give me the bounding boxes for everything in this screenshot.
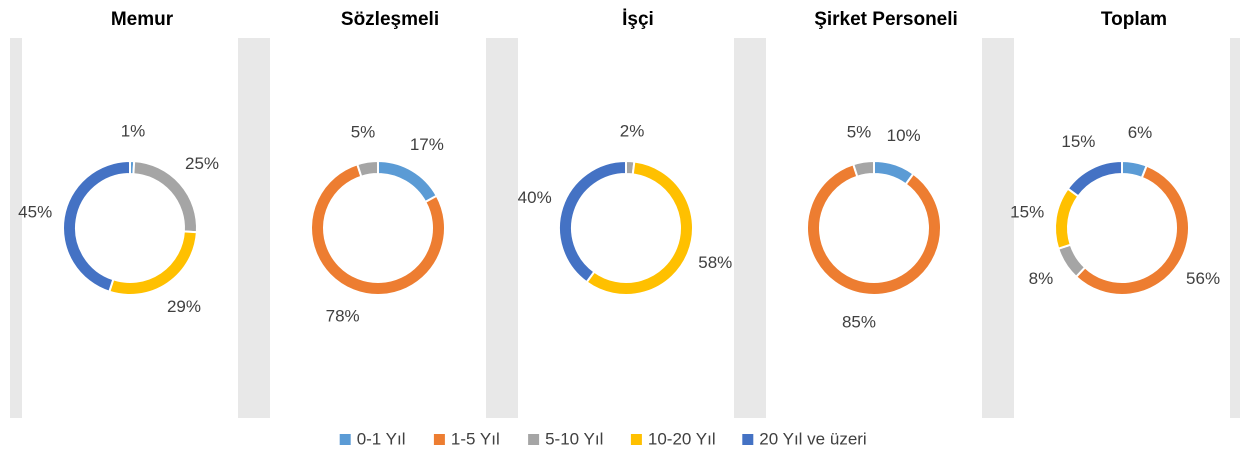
data-label: 58% (698, 253, 732, 272)
legend-swatch (433, 434, 445, 445)
data-label: 15% (1061, 132, 1095, 151)
panel (270, 38, 486, 418)
legend-swatch (742, 434, 754, 445)
legend-label: 20 Yıl ve üzeri (759, 429, 866, 448)
legend-swatch (630, 434, 642, 445)
chart-title: Şirket Personeli (814, 9, 958, 30)
donut-slice (852, 159, 875, 178)
data-label: 78% (326, 307, 360, 326)
data-label: 17% (410, 135, 444, 154)
data-label: 56% (1186, 269, 1220, 288)
data-label: 29% (167, 297, 201, 316)
legend-label: 5-10 Yıl (545, 429, 603, 448)
data-label: 8% (1029, 269, 1054, 288)
data-label: 85% (842, 312, 876, 331)
data-label: 10% (887, 126, 921, 145)
donut-slice (806, 163, 942, 296)
donut-slice (310, 163, 446, 296)
donut-slice (558, 159, 627, 284)
legend-label: 0-1 Yıl (357, 429, 406, 448)
data-label: 25% (185, 154, 219, 173)
data-label: 40% (518, 188, 552, 207)
data-label: 5% (351, 123, 376, 142)
panel (1014, 38, 1230, 418)
panel (22, 38, 238, 418)
data-label: 5% (847, 123, 872, 142)
data-label: 15% (1010, 202, 1044, 221)
legend-swatch (528, 434, 540, 445)
donut-slice (356, 159, 379, 178)
data-label: 1% (121, 122, 146, 141)
data-label: 2% (620, 122, 645, 141)
chart-title: İşçi (622, 9, 654, 30)
chart-title: Memur (111, 9, 174, 30)
data-label: 45% (18, 202, 52, 221)
chart-title: Sözleşmeli (341, 9, 439, 30)
chart-title: Toplam (1101, 9, 1167, 30)
donut-slice (1066, 159, 1123, 198)
legend-swatch (339, 434, 351, 445)
legend-label: 1-5 Yıl (451, 429, 500, 448)
data-label: 6% (1128, 123, 1153, 142)
panel (766, 38, 982, 418)
panel (518, 38, 734, 418)
donut-slice (62, 159, 131, 293)
legend-label: 10-20 Yıl (648, 429, 716, 448)
